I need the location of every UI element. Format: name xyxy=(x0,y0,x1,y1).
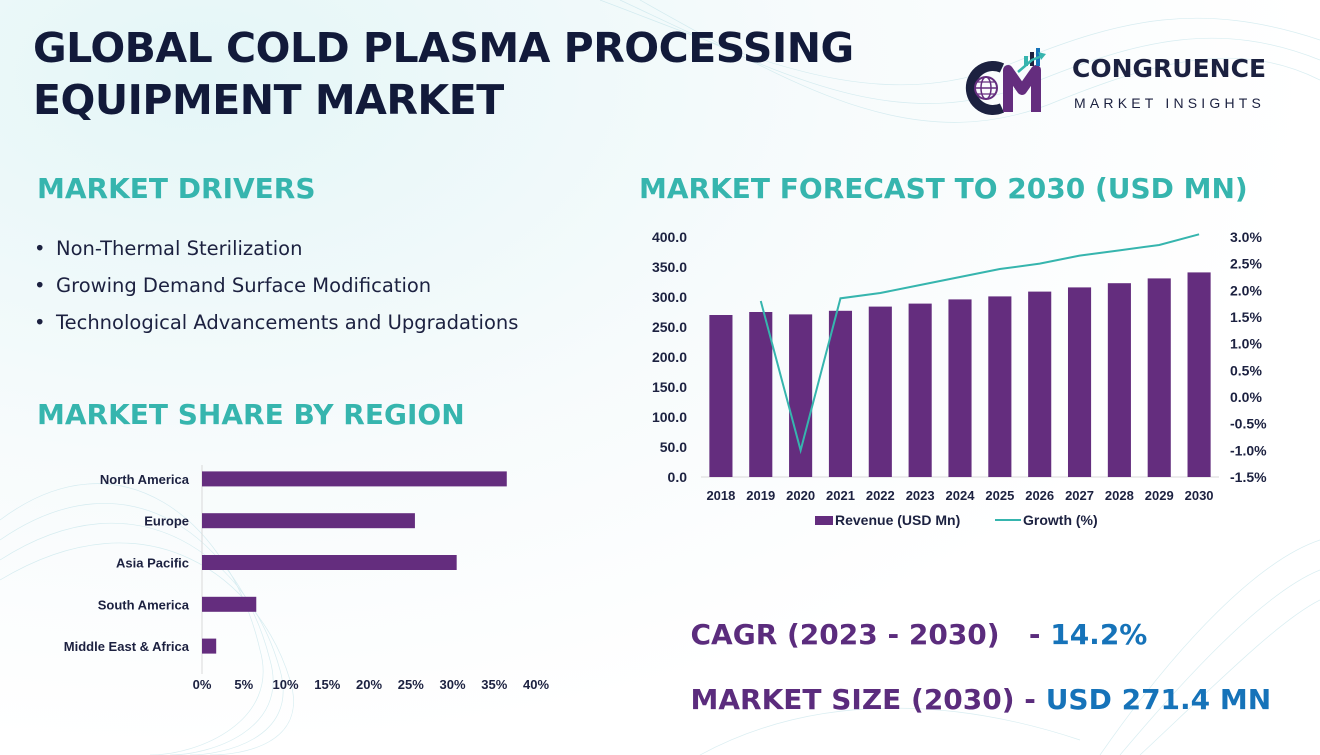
y-right-tick-label: 1.0% xyxy=(1230,336,1262,352)
company-logo: CONGRUENCE MARKET INSIGHTS xyxy=(962,46,1292,122)
y-left-tick-label: 400.0 xyxy=(652,229,687,245)
revenue-bar xyxy=(749,312,773,477)
x-tick-label: 10% xyxy=(272,677,298,692)
x-tick-label: 30% xyxy=(439,677,465,692)
bar xyxy=(202,471,507,487)
x-tick-label: 0% xyxy=(193,677,212,692)
category-label: Asia Pacific xyxy=(116,556,189,571)
driver-item: • Technological Advancements and Upgradat… xyxy=(34,311,519,334)
forecast-chart: 0.0 50.0 100.0 150.0 200.0 250.0 300.0 350.0 400… xyxy=(652,229,1267,528)
legend-revenue-label: Revenue (USD Mn) xyxy=(835,512,960,528)
growth-line xyxy=(759,233,1200,455)
x-tick-label: 2027 xyxy=(1065,488,1094,503)
region-share-chart: North America Europe Asia Pacific South Ame… xyxy=(64,465,549,692)
market-size-value: USD 271.4 MN xyxy=(1045,683,1272,716)
y-left-tick-label: 100.0 xyxy=(652,409,687,425)
driver-item-text: Technological Advancements and Upgradati… xyxy=(56,311,519,334)
category-label: North America xyxy=(100,472,190,487)
page-title: GLOBAL COLD PLASMA PROCESSING EQUIPMENT … xyxy=(33,22,854,126)
y-left-tick-label: 250.0 xyxy=(652,319,687,335)
y-left-tick-label: 200.0 xyxy=(652,349,687,365)
x-tick-label: 2019 xyxy=(746,488,775,503)
bar xyxy=(202,638,217,654)
revenue-bar xyxy=(948,299,972,477)
drivers-list: • Non-Thermal Sterilization • Growing Dema… xyxy=(34,230,518,341)
y-right-tick-label: -1.5% xyxy=(1230,469,1267,485)
x-tick-label: 2030 xyxy=(1185,488,1214,503)
market-size-separator: - xyxy=(1014,683,1046,716)
category-label: Europe xyxy=(144,514,189,529)
x-tick-label: 25% xyxy=(398,677,424,692)
cagr-label: CAGR (2023 - 2030) xyxy=(690,618,1000,651)
y-left-tick-label: 50.0 xyxy=(660,439,687,455)
cagr-separator: - xyxy=(999,618,1051,651)
category-label: South America xyxy=(98,597,190,612)
revenue-bar xyxy=(1147,278,1171,477)
x-tick-label: 2028 xyxy=(1105,488,1134,503)
x-tick-label: 5% xyxy=(234,677,253,692)
y-right-tick-label: -1.0% xyxy=(1230,442,1267,458)
cm-globe-logo-icon xyxy=(965,48,1046,115)
revenue-bar xyxy=(868,306,892,477)
driver-item-text: Non-Thermal Sterilization xyxy=(56,237,303,260)
revenue-bar xyxy=(1067,287,1092,477)
revenue-bar xyxy=(1107,283,1131,477)
driver-item-text: Growing Demand Surface Modification xyxy=(56,274,432,297)
x-tick-label: 2021 xyxy=(826,488,855,503)
y-left-tick-label: 350.0 xyxy=(652,259,687,275)
cagr-value: 14.2% xyxy=(1050,618,1148,651)
x-tick-label: 40% xyxy=(523,677,549,692)
x-tick-label: 20% xyxy=(356,677,382,692)
bar xyxy=(202,555,457,570)
driver-item: • Non-Thermal Sterilization xyxy=(34,237,303,260)
y-right-tick-label: 2.0% xyxy=(1230,282,1262,298)
y-right-tick-label: 0.0% xyxy=(1230,389,1262,405)
revenue-bar xyxy=(1028,291,1052,477)
legend-revenue-swatch xyxy=(815,516,833,525)
x-tick-label: 2020 xyxy=(786,488,815,503)
revenue-bar xyxy=(908,303,932,477)
driver-item: • Growing Demand Surface Modification xyxy=(34,274,432,297)
revenue-bar xyxy=(789,314,813,477)
x-tick-label: 2024 xyxy=(946,488,976,503)
x-tick-label: 2023 xyxy=(906,488,935,503)
logo-company-name: CONGRUENCE xyxy=(1072,54,1267,83)
title-line-2: EQUIPMENT MARKET xyxy=(33,76,504,124)
y-right-tick-label: -0.5% xyxy=(1230,416,1267,432)
bar xyxy=(202,513,415,529)
title-line-1: GLOBAL COLD PLASMA PROCESSING xyxy=(33,24,854,72)
y-left-tick-label: 300.0 xyxy=(652,289,687,305)
y-left-tick-label: 150.0 xyxy=(652,379,687,395)
legend-growth-label: Growth (%) xyxy=(1023,512,1098,528)
y-right-tick-label: 3.0% xyxy=(1230,229,1262,245)
drivers-heading: MARKET DRIVERS xyxy=(37,172,316,205)
y-right-tick-label: 2.5% xyxy=(1230,256,1262,272)
x-tick-label: 35% xyxy=(481,677,507,692)
market-size-stat: MARKET SIZE (2030) - USD 271.4 MN xyxy=(671,650,1272,716)
logo-tagline: MARKET INSIGHTS xyxy=(1074,95,1266,111)
category-label: Middle East & Africa xyxy=(64,639,190,654)
region-heading: MARKET SHARE BY REGION xyxy=(37,398,465,431)
x-tick-label: 2025 xyxy=(985,488,1014,503)
market-size-label: MARKET SIZE (2030) xyxy=(690,683,1015,716)
x-tick-label: 2029 xyxy=(1145,488,1174,503)
x-tick-label: 15% xyxy=(314,677,340,692)
x-tick-label: 2018 xyxy=(706,488,735,503)
y-right-tick-label: 0.5% xyxy=(1230,362,1262,378)
x-tick-label: 2026 xyxy=(1025,488,1054,503)
revenue-bar xyxy=(828,310,853,477)
bar xyxy=(202,596,257,612)
y-left-tick-label: 0.0 xyxy=(668,469,688,485)
forecast-heading: MARKET FORECAST TO 2030 (USD MN) xyxy=(639,172,1248,205)
revenue-bar xyxy=(988,296,1012,477)
y-right-tick-label: 1.5% xyxy=(1230,309,1262,325)
revenue-bar xyxy=(1187,272,1211,477)
cagr-stat: CAGR (2023 - 2030) - 14.2% xyxy=(671,585,1148,651)
revenue-bar xyxy=(709,315,733,477)
x-tick-label: 2022 xyxy=(866,488,895,503)
